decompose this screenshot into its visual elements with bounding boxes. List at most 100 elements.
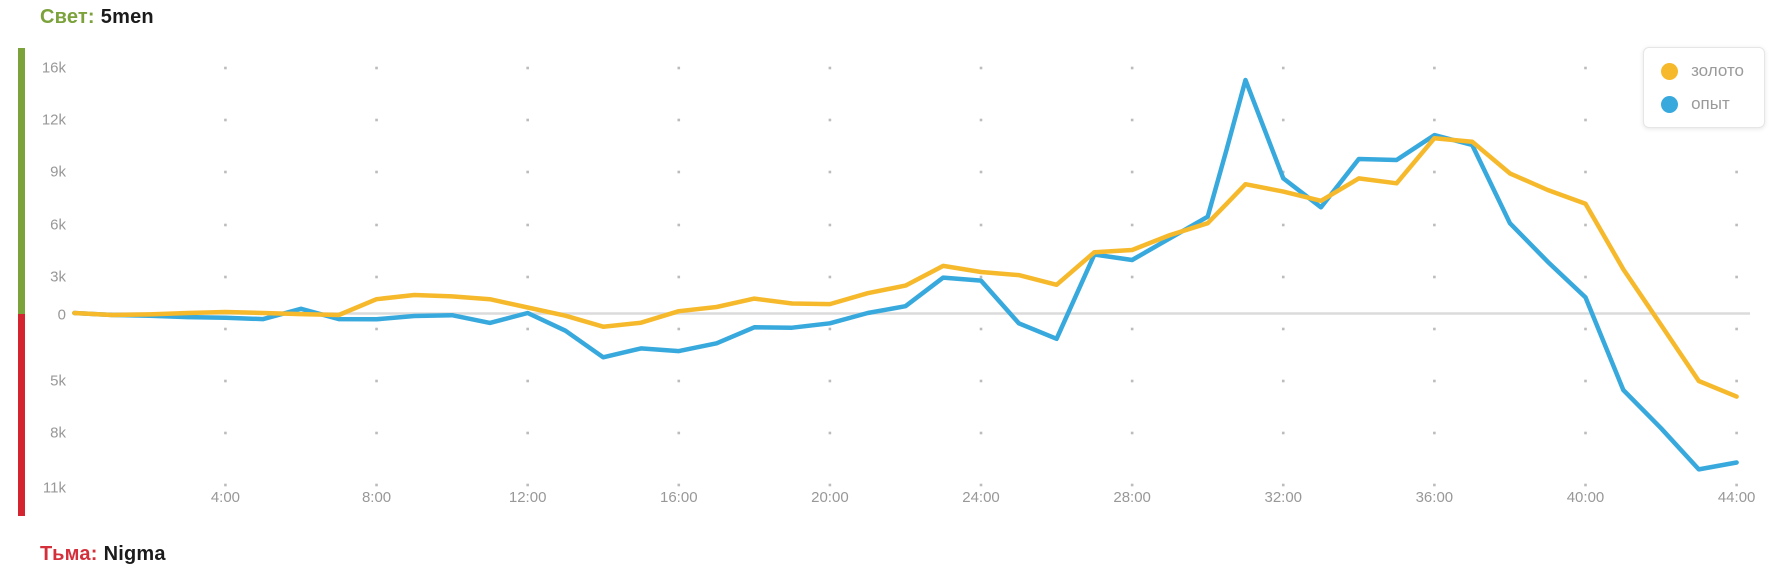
grid-dot: [375, 483, 378, 487]
x-tick-label: 20:00: [811, 489, 849, 506]
grid-dot: [1584, 379, 1587, 383]
grid-dot: [677, 223, 681, 227]
grid-dot: [1433, 327, 1436, 331]
y-tick-label: 16k: [42, 60, 67, 77]
radiant-axis-bar: [18, 48, 25, 314]
grid-dot: [375, 275, 378, 279]
grid-dot: [224, 275, 227, 279]
x-tick-label: 32:00: [1264, 489, 1302, 506]
grid-dot: [526, 483, 529, 487]
xp-legend-dot: [1661, 95, 1679, 113]
grid-dot: [1281, 275, 1285, 279]
grid-dot: [1281, 431, 1285, 435]
grid-dot: [224, 118, 227, 122]
grid-dot: [828, 431, 832, 435]
grid-dot: [526, 431, 529, 435]
grid-dot: [1433, 66, 1436, 70]
grid-dot: [1735, 170, 1738, 174]
grid-dot: [224, 66, 227, 70]
grid-dot: [1433, 379, 1436, 383]
y-tick-label: 6k: [50, 217, 66, 234]
grid-dot: [375, 327, 378, 331]
grid-dot: [828, 66, 832, 70]
grid-dot: [677, 118, 681, 122]
y-tick-label: 3k: [50, 269, 66, 286]
grid-dot: [677, 170, 681, 174]
legend: золото опыт: [1643, 47, 1765, 128]
grid-dot: [1281, 223, 1285, 227]
dire-side-label: Тьма:: [40, 543, 98, 565]
x-tick-label: 12:00: [509, 489, 547, 506]
grid-dot: [375, 431, 378, 435]
grid-dot: [1735, 223, 1738, 227]
x-tick-label: 4:00: [211, 489, 240, 506]
grid-dot: [1735, 327, 1738, 331]
grid-dot: [526, 327, 529, 331]
grid-dot: [1130, 431, 1134, 435]
grid-dot: [979, 431, 983, 435]
dire-team-name: Nigma: [103, 543, 166, 565]
grid-dot: [1281, 483, 1285, 487]
grid-dot: [375, 379, 378, 383]
grid-dot: [1584, 66, 1587, 70]
grid-dot: [375, 223, 378, 227]
x-tick-label: 28:00: [1113, 489, 1151, 506]
grid-dot: [1130, 327, 1134, 331]
grid-dot: [979, 275, 983, 279]
legend-item-gold[interactable]: золото: [1661, 61, 1744, 81]
grid-dot: [526, 66, 529, 70]
grid-dot: [526, 170, 529, 174]
x-tick-label: 36:00: [1416, 489, 1454, 506]
legend-item-xp[interactable]: опыт: [1661, 94, 1744, 114]
grid-dot: [375, 170, 378, 174]
xp-line: [72, 77, 1739, 472]
grid-dot: [1281, 118, 1285, 122]
grid-dot: [224, 431, 227, 435]
grid-dot: [1281, 327, 1285, 331]
grid-dot: [828, 170, 832, 174]
grid-dot: [979, 170, 983, 174]
grid-dot: [677, 431, 681, 435]
grid-dot: [677, 379, 681, 383]
grid-dot: [979, 118, 983, 122]
grid-dot: [1584, 483, 1587, 487]
grid-dot: [1433, 431, 1436, 435]
grid-dot: [1584, 275, 1587, 279]
y-tick-label: 8k: [50, 425, 66, 442]
y-tick-label: 5k: [50, 373, 66, 390]
grid-dot: [1130, 275, 1134, 279]
grid-dot: [1433, 118, 1436, 122]
gold-legend-dot: [1661, 62, 1679, 80]
grid-dot: [1281, 170, 1285, 174]
grid-dot: [375, 118, 378, 122]
grid-dot: [224, 327, 227, 331]
grid-dot: [1130, 170, 1134, 174]
x-tick-label: 16:00: [660, 489, 698, 506]
grid-dot: [1433, 275, 1436, 279]
grid-dot: [828, 118, 832, 122]
grid-dot: [677, 327, 681, 331]
grid-dot: [1584, 223, 1587, 227]
grid-dot: [1130, 66, 1134, 70]
grid-dot: [1281, 66, 1285, 70]
grid-dot: [1433, 170, 1436, 174]
y-tick-label: 12k: [42, 112, 67, 129]
y-tick-label: 11k: [43, 480, 67, 497]
xp-legend-label: опыт: [1691, 94, 1730, 113]
grid-dot: [828, 379, 832, 383]
grid-dot: [979, 66, 983, 70]
radiant-title: Свет: 5men: [40, 6, 154, 29]
grid-dot: [1281, 379, 1285, 383]
x-tick-label: 24:00: [962, 489, 1000, 506]
grid-dot: [375, 66, 378, 70]
x-tick-label: 44:00: [1718, 489, 1756, 506]
grid-dot: [1584, 170, 1587, 174]
grid-dot: [526, 379, 529, 383]
grid-dot: [1584, 431, 1587, 435]
grid-dot: [828, 223, 832, 227]
grid-dot: [224, 223, 227, 227]
grid-dot: [979, 327, 983, 331]
y-tick-label: 9k: [50, 164, 66, 181]
grid-dot: [224, 170, 227, 174]
grid-dot: [828, 327, 832, 331]
